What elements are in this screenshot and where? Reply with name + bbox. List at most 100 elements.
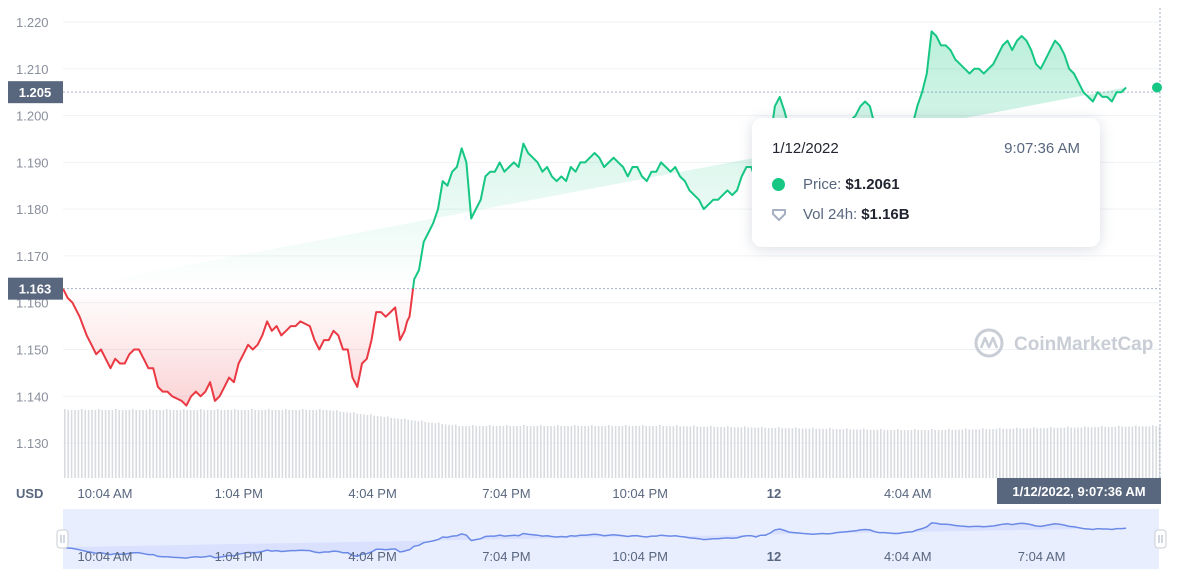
volume-bar [1019,428,1021,478]
volume-bar [441,423,443,478]
volume-bar [580,426,583,478]
volume-icon [772,208,786,221]
volume-bar [203,410,205,478]
volume-bar [832,429,834,478]
volume-bar [669,426,671,478]
y-tick-label: 1.190 [16,155,49,170]
volume-bar [135,410,137,478]
volume-bar [274,410,277,478]
reference-price-badge: 1.163 [8,277,63,300]
volume-bar [665,426,668,478]
volume-bar [733,427,736,478]
volume-bar [740,427,743,478]
volume-bar [261,410,263,478]
volume-bar [1080,427,1083,478]
volume-bar [652,426,654,478]
volume-bar [1094,427,1096,478]
volume-bar [676,425,678,478]
volume-bar [716,426,719,478]
volume-bar [604,426,607,478]
volume-bar [363,414,365,478]
navigator-right-handle[interactable] [1154,529,1167,549]
volume-bar [744,426,746,478]
volume-bar [87,410,90,478]
volume-bar [1043,428,1045,478]
volume-bar [240,410,243,478]
volume-bar [937,430,940,478]
volume-bar [954,429,957,478]
volume-bar [281,410,284,478]
volume-bar [594,426,596,478]
volume-bar [995,428,998,478]
volume-bar [829,427,831,478]
volume-bar [1128,426,1130,478]
volume-bar [332,410,335,478]
volume-bar [359,414,362,478]
volume-bar [625,425,627,478]
volume-bar [1124,426,1127,478]
volume-bar [778,427,780,478]
volume-bar [172,410,175,478]
navigator-area [63,522,1127,559]
volume-bar [642,425,644,478]
volume-bar [482,426,484,478]
volume-bar [1155,426,1157,478]
volume-bar [227,410,229,478]
volume-bar [886,430,889,478]
volume-bar [1022,428,1025,478]
volume-bar [737,427,739,478]
volume-bar [138,410,141,478]
volume-bar [475,426,477,478]
volume-bar [903,430,906,478]
volume-bar [210,410,212,478]
volume-bar [1070,427,1072,478]
navigator-left-handle[interactable] [56,529,69,549]
volume-bar [502,426,505,478]
volume-bar [910,430,913,478]
volume-bar [1046,428,1049,478]
volume-bar [798,428,800,478]
volume-bar [366,414,369,478]
volume-bar [812,427,814,478]
volume-bar [1141,426,1144,478]
volume-bar [285,409,287,478]
volume-bar [710,425,712,478]
volume-bar [557,425,559,478]
volume-bar [74,410,76,478]
volume-bar [941,429,943,478]
volume-bar [427,422,430,478]
volume-bar [536,426,539,478]
volume-bar [407,419,409,478]
navigator-tick-label: 7:04 PM [482,549,530,564]
price-tooltip: 1/12/2022 9:07:36 AM Price: $1.2061 Vol … [752,118,1100,247]
volume-bar [468,426,471,478]
volume-bars [64,409,1161,478]
volume-bar [1039,428,1042,478]
x-tick-label: 12 [767,486,781,501]
volume-bar [485,426,488,478]
volume-bar [478,426,481,478]
volume-bar [183,409,185,478]
volume-bar [1087,427,1089,478]
volume-bar [325,410,328,478]
volume-bar [601,426,603,478]
volume-bar [472,425,474,478]
volume-bar [519,426,522,478]
volume-bar [111,410,114,478]
volume-bar [512,426,515,478]
volume-bar [421,420,423,478]
volume-bar [149,409,151,478]
volume-bar [771,427,773,478]
volume-bar [155,410,158,478]
tooltip-price-label: Price: [803,176,842,193]
range-navigator[interactable]: 10:04 AM 1:04 PM 4:04 PM 7:04 PM 10:04 PM 12 4… [56,509,1167,569]
volume-bar [118,410,120,478]
volume-bar [727,426,729,478]
volume-bar [1138,426,1140,478]
volume-bar [397,418,399,478]
volume-bar [747,427,749,478]
volume-bar [1114,426,1117,478]
volume-bar [703,426,705,478]
volume-bar [628,426,630,478]
